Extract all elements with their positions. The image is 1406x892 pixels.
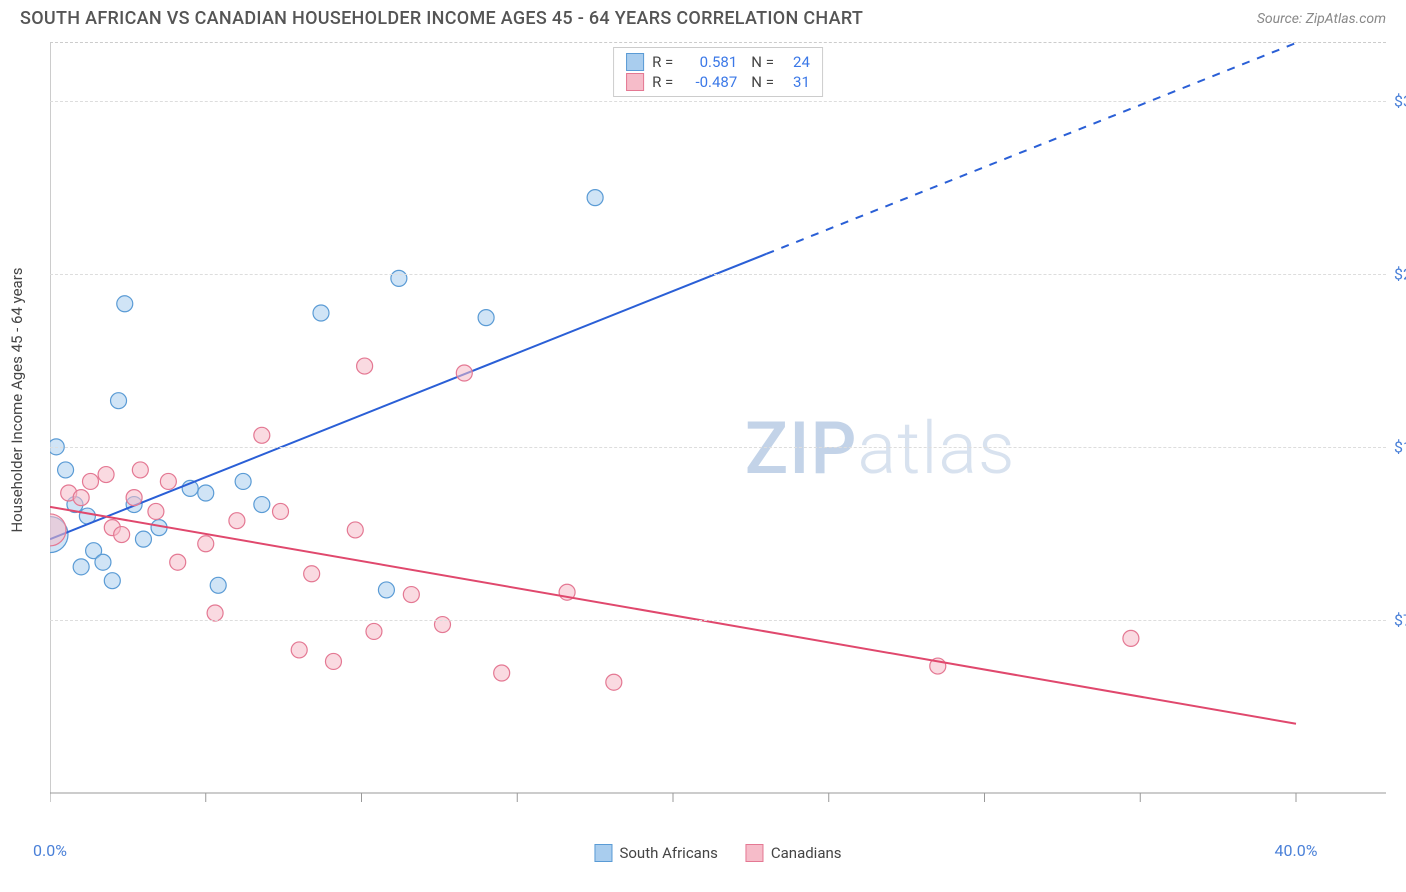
stats-n-label: N = [751, 53, 774, 71]
legend-swatch [594, 844, 612, 862]
plot-svg [50, 43, 1386, 833]
scatter-point [357, 358, 373, 374]
scatter-point [198, 536, 214, 552]
scatter-point [58, 462, 74, 478]
scatter-point [126, 490, 142, 506]
gridline [50, 274, 1386, 275]
scatter-point [254, 497, 270, 513]
scatter-point [587, 190, 603, 206]
legend-label: Canadians [771, 844, 842, 862]
stats-box: R = 0.581 N = 24 R = -0.487 N = 31 [613, 47, 823, 97]
stats-r-value: 0.581 [681, 53, 737, 71]
stats-n-value: 31 [782, 73, 810, 91]
stats-row: R = -0.487 N = 31 [626, 72, 810, 92]
stats-n-label: N = [751, 73, 774, 91]
trend-line-dashed [766, 43, 1296, 254]
scatter-point [114, 527, 130, 543]
scatter-point [304, 566, 320, 582]
stats-r-label: R = [652, 73, 673, 91]
scatter-point [170, 554, 186, 570]
chart-source: Source: ZipAtlas.com [1257, 11, 1386, 27]
title-bar: SOUTH AFRICAN VS CANADIAN HOUSEHOLDER IN… [0, 0, 1406, 33]
scatter-point [254, 427, 270, 443]
x-tick-label: 0.0% [33, 841, 67, 860]
scatter-point [1123, 630, 1139, 646]
scatter-point [347, 522, 363, 538]
y-tick-label: $300,000 [1386, 91, 1406, 110]
scatter-point [378, 582, 394, 598]
trend-line [50, 254, 766, 539]
scatter-point [403, 587, 419, 603]
legend: South Africans Canadians [594, 844, 841, 862]
scatter-point [235, 473, 251, 489]
scatter-point [148, 503, 164, 519]
legend-swatch [626, 53, 644, 71]
scatter-point [117, 296, 133, 312]
scatter-point [273, 503, 289, 519]
legend-label: South Africans [619, 844, 717, 862]
legend-swatch [626, 73, 644, 91]
gridline [50, 620, 1386, 621]
stats-r-value: -0.487 [681, 73, 737, 91]
y-tick-label: $75,000 [1386, 610, 1406, 629]
scatter-point [456, 365, 472, 381]
legend-swatch [746, 844, 764, 862]
scatter-point [104, 573, 120, 589]
y-tick-label: $150,000 [1386, 437, 1406, 456]
gridline [50, 447, 1386, 448]
scatter-point [606, 674, 622, 690]
y-tick-label: $225,000 [1386, 264, 1406, 283]
scatter-point [325, 653, 341, 669]
scatter-point [198, 485, 214, 501]
chart-title: SOUTH AFRICAN VS CANADIAN HOUSEHOLDER IN… [20, 8, 863, 29]
trend-line [50, 507, 1296, 724]
scatter-point [210, 577, 226, 593]
scatter-point [478, 310, 494, 326]
chart-container: SOUTH AFRICAN VS CANADIAN HOUSEHOLDER IN… [0, 0, 1406, 892]
scatter-point [494, 665, 510, 681]
stats-n-value: 24 [782, 53, 810, 71]
scatter-point [135, 531, 151, 547]
scatter-point [95, 554, 111, 570]
plot-area: ZIPatlas R =0.581N =24R =-0.487N =31 Sou… [50, 42, 1386, 832]
scatter-point [132, 462, 148, 478]
legend-item: Canadians [746, 844, 842, 862]
x-tick-label: 40.0% [1275, 841, 1318, 860]
stats-r-label: R = [652, 53, 673, 71]
scatter-point [111, 393, 127, 409]
scatter-point [291, 642, 307, 658]
scatter-point [160, 473, 176, 489]
scatter-point [229, 513, 245, 529]
scatter-point [98, 467, 114, 483]
stats-row: R = 0.581 N = 24 [626, 52, 810, 72]
scatter-point [82, 473, 98, 489]
gridline [50, 101, 1386, 102]
scatter-point [73, 490, 89, 506]
y-axis-label: Householder Income Ages 45 - 64 years [8, 267, 26, 532]
legend-item: South Africans [594, 844, 717, 862]
scatter-point [207, 605, 223, 621]
scatter-point [313, 305, 329, 321]
scatter-point [73, 559, 89, 575]
scatter-point [366, 623, 382, 639]
